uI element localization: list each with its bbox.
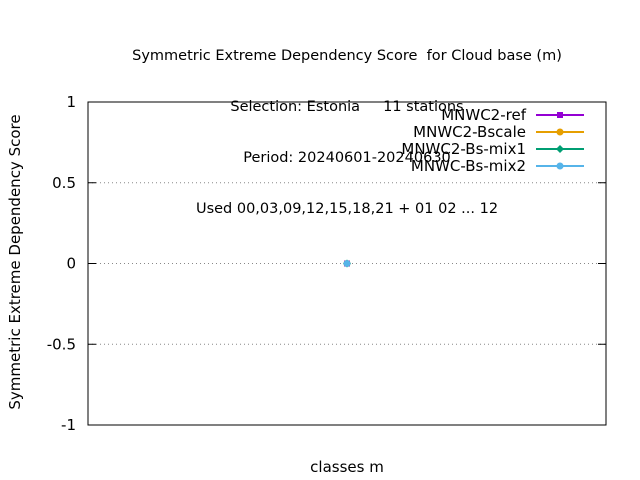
- legend-label: MNWC2-ref: [441, 106, 526, 124]
- data-point: [343, 260, 351, 267]
- title-line-3: Period: 20240601-20240630: [243, 150, 451, 166]
- chart-title: Symmetric Extreme Dependency Score for C…: [0, 14, 640, 235]
- x-axis-label: classes m: [310, 458, 384, 476]
- y-tick-label: 1: [66, 93, 76, 111]
- series-points: [343, 259, 351, 268]
- y-axis-ticks: 1 0.5 0 -0.5 -1: [47, 93, 606, 434]
- legend-label: MNWC2-Bs-mix1: [401, 140, 526, 158]
- legend: MNWC2-refMNWC2-BscaleMNWC2-Bs-mix1MNWC-B…: [401, 106, 584, 175]
- legend-marker: [557, 112, 563, 118]
- y-tick-label: -0.5: [47, 335, 76, 353]
- y-axis-label: Symmetric Extreme Dependency Score: [6, 114, 24, 409]
- legend-marker: [556, 128, 564, 136]
- y-tick-label: 0.5: [52, 174, 76, 192]
- title-line-1: Symmetric Extreme Dependency Score for C…: [132, 48, 562, 64]
- title-line-4: Used 00,03,09,12,15,18,21 + 01 02 ... 12: [195, 201, 499, 217]
- legend-marker: [556, 145, 564, 153]
- y-tick-label: -1: [61, 416, 76, 434]
- title-line-2: Selection: Estonia 11 stations: [230, 99, 464, 115]
- legend-marker: [556, 162, 564, 170]
- y-tick-label: 0: [66, 255, 76, 273]
- legend-label: MNWC2-Bscale: [413, 123, 526, 141]
- legend-label: MNWC-Bs-mix2: [411, 157, 526, 175]
